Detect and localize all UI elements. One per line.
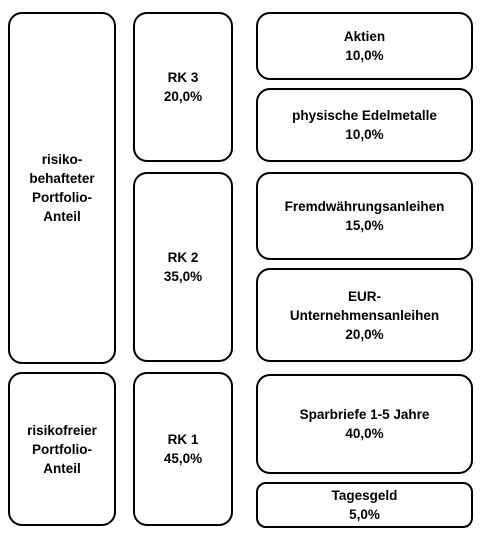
asset-sparbriefe-label: Sparbriefe 1-5 Jahre <box>299 407 430 422</box>
asset-aktien-box: Aktien 10,0% <box>256 12 473 80</box>
asset-tagesgeld-box: Tagesgeld 5,0% <box>256 482 473 528</box>
risk-class-3-box: RK 3 20,0% <box>133 12 233 162</box>
risky-portfolio-share-box: risiko- behafteter Portfolio- Anteil <box>8 12 116 364</box>
risky-share-line-3: Portfolio- <box>32 190 92 205</box>
asset-eur-unternehmen-label-2: Unternehmensanleihen <box>289 307 440 323</box>
asset-sparbriefe-value: 40,0% <box>345 426 384 441</box>
asset-aktien-value: 10,0% <box>345 48 384 63</box>
asset-eur-unternehmen-label-1: EUR- <box>348 288 381 304</box>
risky-share-line-1: risiko- <box>41 152 83 167</box>
asset-sparbriefe-box: Sparbriefe 1-5 Jahre 40,0% <box>256 374 473 474</box>
riskfree-share-line-2: Portfolio- <box>32 441 92 457</box>
risk-class-2-value: 35,0% <box>163 269 203 284</box>
riskfree-portfolio-share-box: risikofreier Portfolio- Anteil <box>8 372 116 526</box>
risky-share-line-2: behafteter <box>29 171 95 186</box>
risk-class-3-value: 20,0% <box>163 89 203 104</box>
asset-eur-unternehmen-value: 20,0% <box>345 326 384 342</box>
asset-fremdwaehrung-label: Fremdwährungsanleihen <box>284 199 445 214</box>
asset-fremdwaehrung-box: Fremdwährungsanleihen 15,0% <box>256 172 473 260</box>
risk-class-3-label: RK 3 <box>167 70 199 85</box>
asset-fremdwaehrung-value: 15,0% <box>345 218 384 233</box>
risk-class-1-value: 45,0% <box>163 451 203 466</box>
risk-class-1-label: RK 1 <box>167 432 199 447</box>
riskfree-share-line-3: Anteil <box>43 460 81 476</box>
asset-tagesgeld-value: 5,0% <box>349 507 380 522</box>
asset-eur-unternehmen-box: EUR- Unternehmensanleihen 20,0% <box>256 268 473 362</box>
asset-edelmetalle-box: physische Edelmetalle 10,0% <box>256 88 473 162</box>
risk-class-2-box: RK 2 35,0% <box>133 172 233 362</box>
asset-edelmetalle-label: physische Edelmetalle <box>292 108 437 123</box>
asset-tagesgeld-label: Tagesgeld <box>331 488 398 503</box>
risk-class-1-box: RK 1 45,0% <box>133 372 233 526</box>
asset-aktien-label: Aktien <box>343 29 386 44</box>
risk-class-2-label: RK 2 <box>167 250 199 265</box>
riskfree-share-line-1: risikofreier <box>27 422 97 438</box>
risky-share-line-4: Anteil <box>43 209 81 224</box>
asset-edelmetalle-value: 10,0% <box>345 127 384 142</box>
